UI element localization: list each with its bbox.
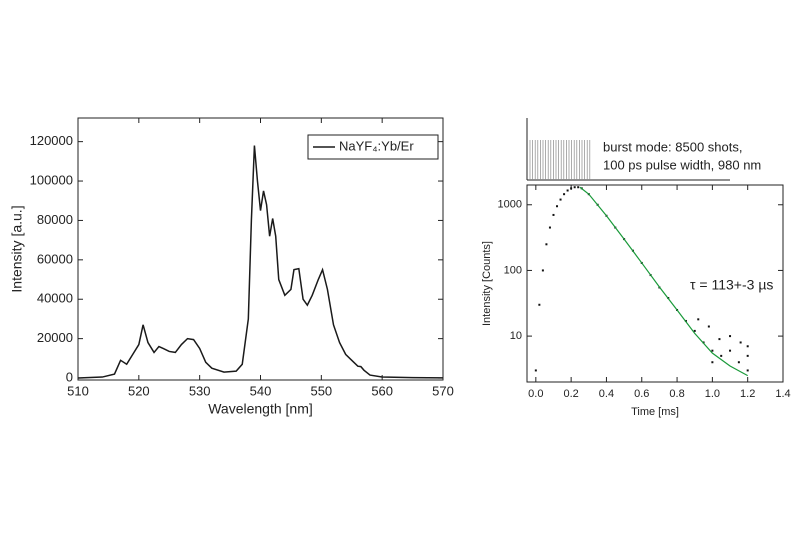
data-line (77, 145, 444, 379)
data-point (746, 354, 749, 357)
legend-label: NaYF₄:Yb/Er (339, 138, 414, 153)
data-point (729, 349, 732, 352)
y-tick-label: 120000 (30, 133, 73, 148)
x-tick-label: 550 (310, 383, 332, 398)
x-tick-label: 530 (189, 383, 211, 398)
data-point (563, 193, 566, 196)
y-tick-label: 40000 (37, 291, 73, 306)
x-tick-label: 510 (67, 383, 89, 398)
y-tick-label: 100 (504, 264, 522, 276)
data-point (577, 186, 580, 189)
annotation: burst mode: 8500 shots, (603, 139, 742, 154)
data-point (552, 213, 555, 216)
data-point (711, 349, 714, 352)
x-tick-label: 1.2 (740, 388, 755, 400)
data-point (556, 205, 559, 208)
data-point (711, 361, 714, 364)
legend-box (307, 134, 439, 160)
burst-inset (526, 118, 730, 181)
data-point (746, 369, 749, 372)
data-point (541, 269, 544, 272)
y-axis-title: Intensity [Counts] (481, 241, 493, 326)
y-tick-label: 20000 (37, 330, 73, 345)
x-tick-label: 560 (371, 383, 393, 398)
data-point (570, 187, 573, 190)
x-tick-label: 1.0 (705, 388, 720, 400)
x-tick-label: 570 (432, 383, 454, 398)
annotation: τ = 113+-3 µs (690, 277, 773, 293)
x-tick-label: 0.2 (563, 388, 578, 400)
data-point (548, 226, 551, 229)
x-tick-label: 540 (250, 383, 272, 398)
data-point (729, 335, 732, 338)
plot-frame (526, 184, 784, 383)
data-point (707, 325, 710, 328)
y-axis-title: Intensity [a.u.] (9, 205, 25, 292)
x-tick-label: 0.6 (634, 388, 649, 400)
data-point (545, 243, 548, 246)
data-point (739, 341, 742, 344)
y-tick-label: 0 (66, 369, 73, 384)
data-point (746, 345, 749, 348)
data-point (566, 189, 569, 192)
y-tick-label: 1000 (498, 199, 522, 211)
data-point (573, 186, 576, 189)
x-tick-label: 0.0 (528, 388, 543, 400)
y-tick-label: 100000 (30, 172, 73, 187)
x-axis-title: Wavelength [nm] (208, 401, 313, 417)
data-point (693, 329, 696, 332)
x-tick-label: 0.4 (599, 388, 614, 400)
data-point (559, 198, 562, 201)
y-tick-label: 60000 (37, 251, 73, 266)
x-tick-label: 520 (128, 383, 150, 398)
data-point (737, 361, 740, 364)
x-tick-label: 0.8 (669, 388, 684, 400)
annotation: 100 ps pulse width, 980 nm (603, 157, 761, 172)
data-point (720, 354, 723, 357)
x-axis-title: Time [ms] (631, 406, 679, 418)
data-line (579, 186, 748, 377)
y-tick-label: 10 (510, 330, 522, 342)
data-point (697, 318, 700, 321)
data-point (718, 338, 721, 341)
data-point (538, 303, 541, 306)
y-tick-label: 80000 (37, 212, 73, 227)
x-tick-label: 1.4 (775, 388, 790, 400)
data-point (534, 369, 537, 372)
